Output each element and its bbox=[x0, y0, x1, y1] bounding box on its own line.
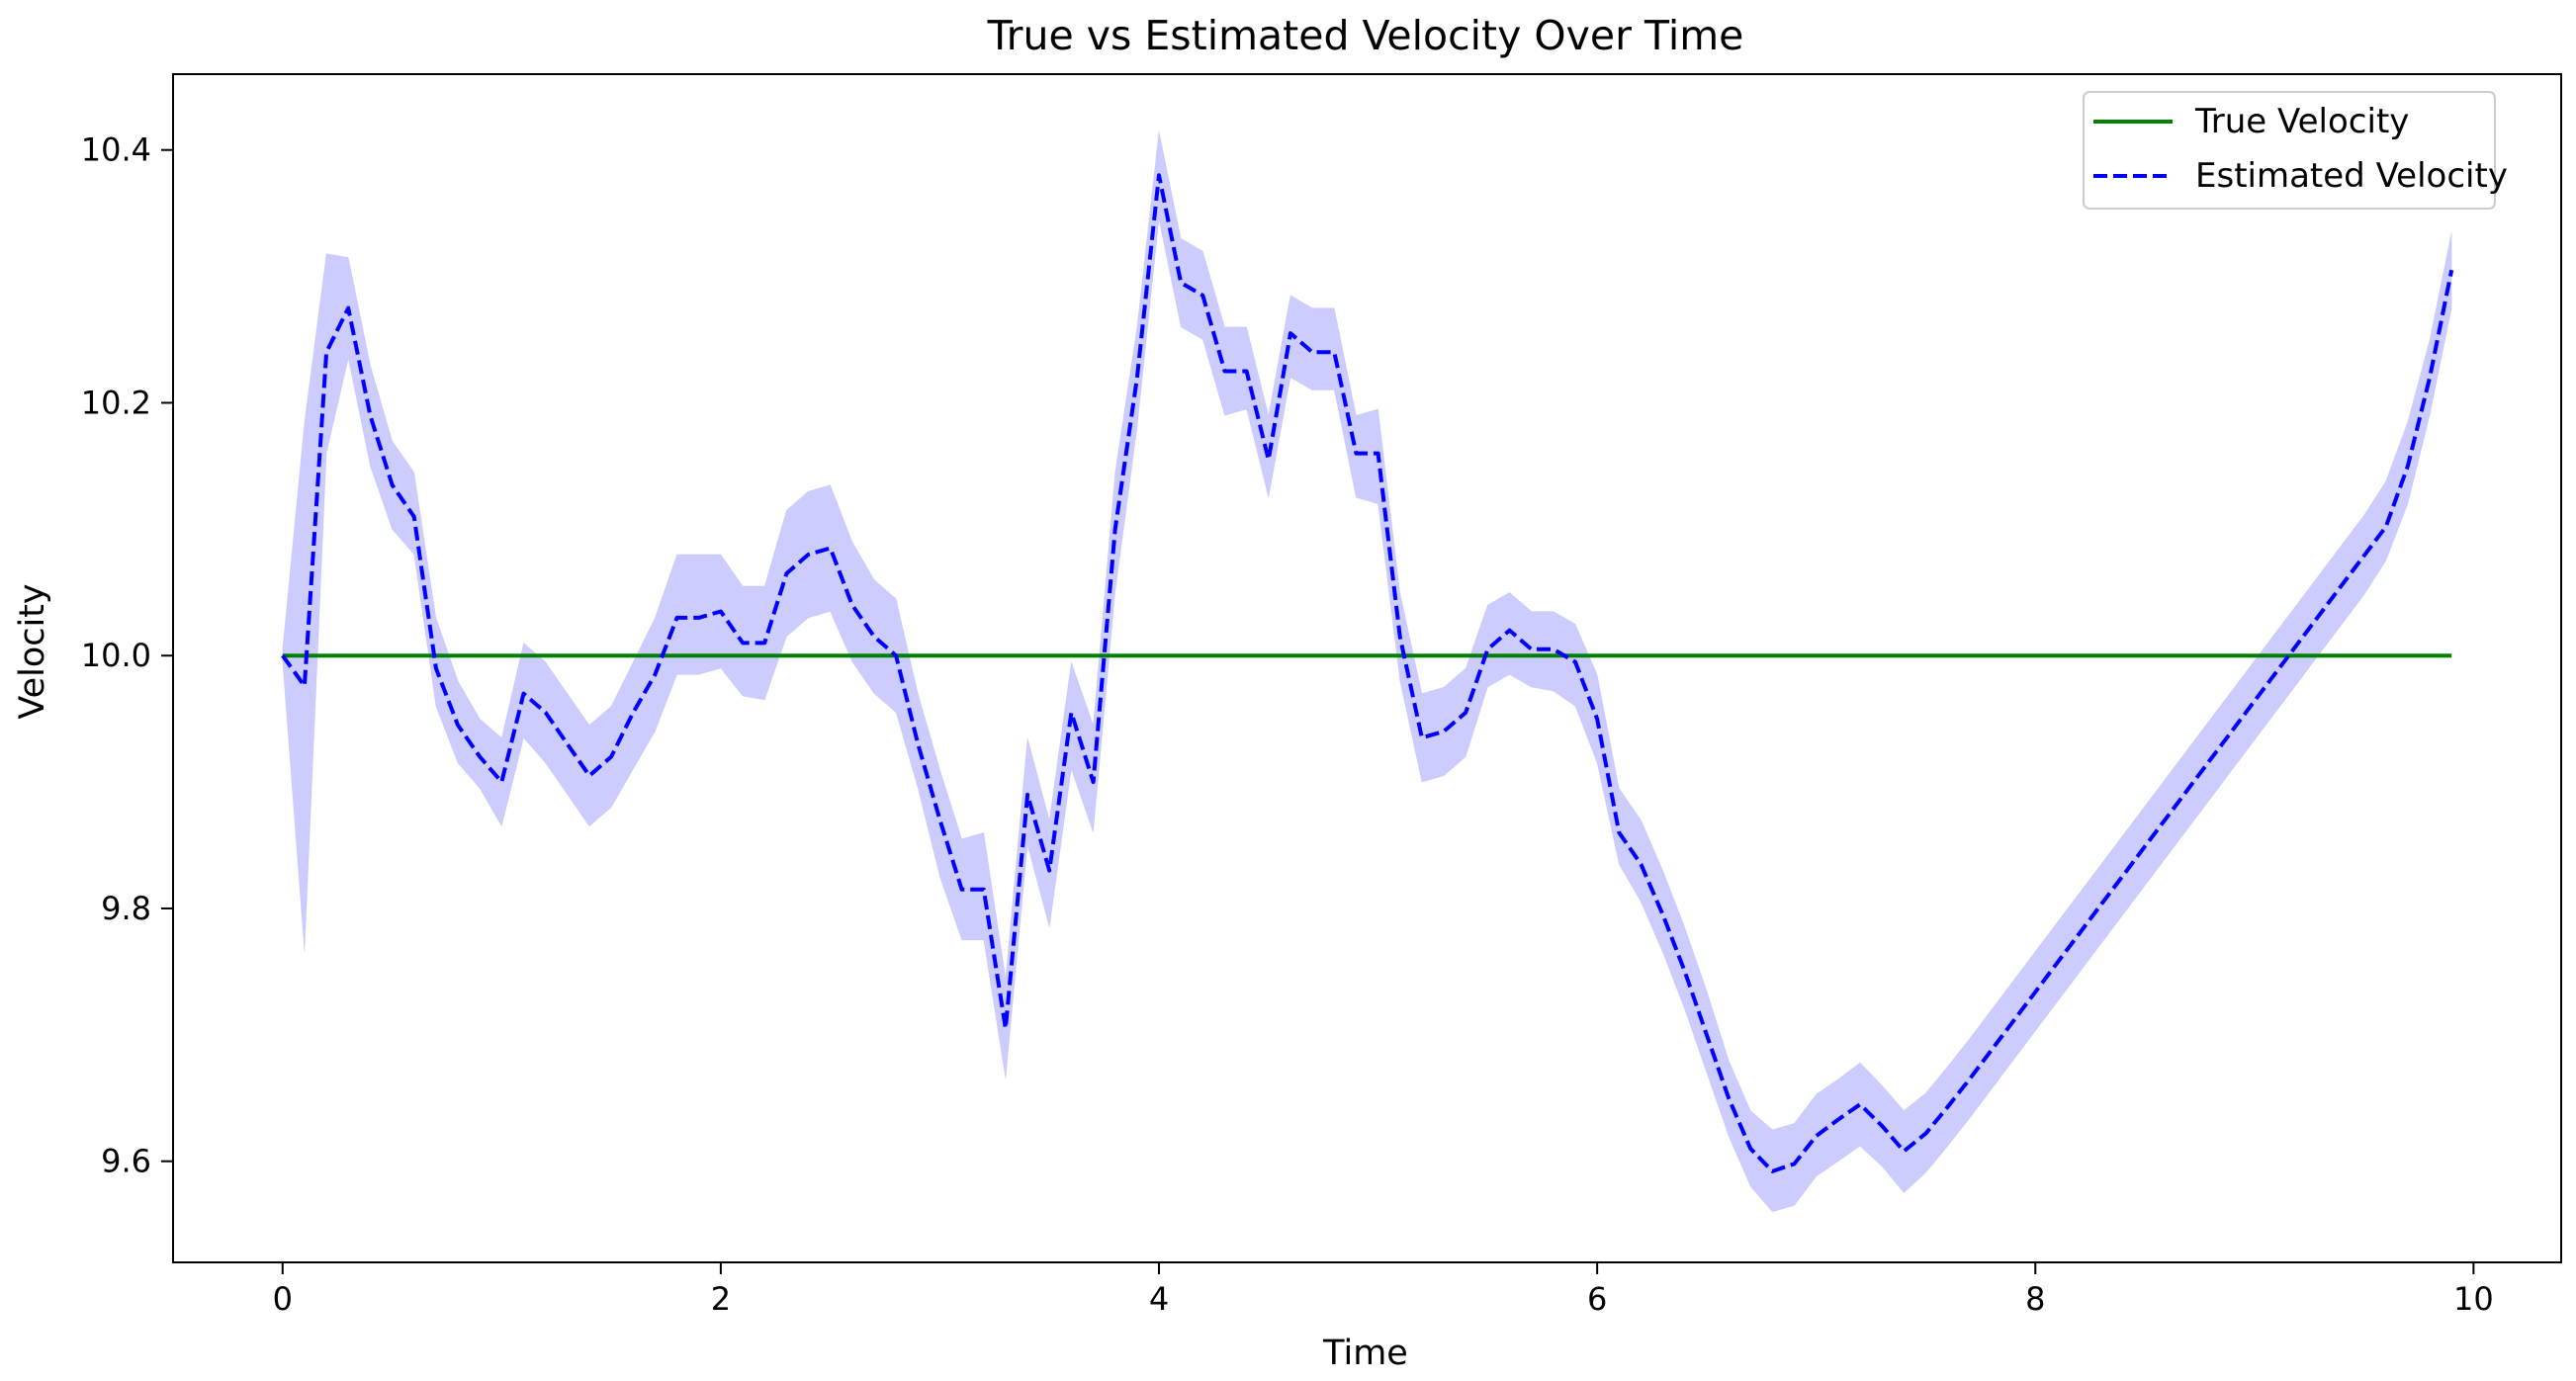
y-axis: 9.6 9.8 10.0 10.2 10.4 bbox=[81, 131, 173, 1180]
x-tick-label: 4 bbox=[1149, 1280, 1169, 1318]
legend-label-estimated-velocity: Estimated Velocity bbox=[2195, 156, 2508, 196]
estimated-velocity-line bbox=[281, 173, 2454, 1173]
estimated-velocity-confidence-band bbox=[282, 130, 2452, 1213]
x-tick-label: 8 bbox=[2025, 1280, 2045, 1318]
y-tick-label: 9.6 bbox=[101, 1143, 151, 1180]
x-axis: 0 2 4 6 8 10 bbox=[273, 1262, 2494, 1318]
x-tick-label: 0 bbox=[273, 1280, 293, 1318]
y-tick-label: 10.4 bbox=[81, 131, 151, 169]
y-tick-label: 10.0 bbox=[81, 637, 151, 674]
x-axis-label: Time bbox=[1322, 1334, 1408, 1373]
legend-label-true-velocity: True Velocity bbox=[2194, 102, 2409, 141]
y-tick-label: 10.2 bbox=[81, 384, 151, 421]
legend: True Velocity Estimated Velocity bbox=[2083, 91, 2508, 210]
chart-title: True vs Estimated Velocity Over Time bbox=[987, 12, 1744, 59]
x-tick-label: 6 bbox=[1587, 1280, 1607, 1318]
y-axis-label: Velocity bbox=[13, 583, 52, 719]
plot-area-frame bbox=[172, 73, 2562, 1263]
x-tick-label: 2 bbox=[711, 1280, 731, 1318]
y-tick-label: 9.8 bbox=[101, 890, 151, 927]
x-tick-label: 10 bbox=[2453, 1280, 2494, 1318]
confidence-band-layer bbox=[282, 130, 2452, 1213]
series-layer bbox=[281, 173, 2454, 1173]
legend-box bbox=[2083, 91, 2496, 210]
